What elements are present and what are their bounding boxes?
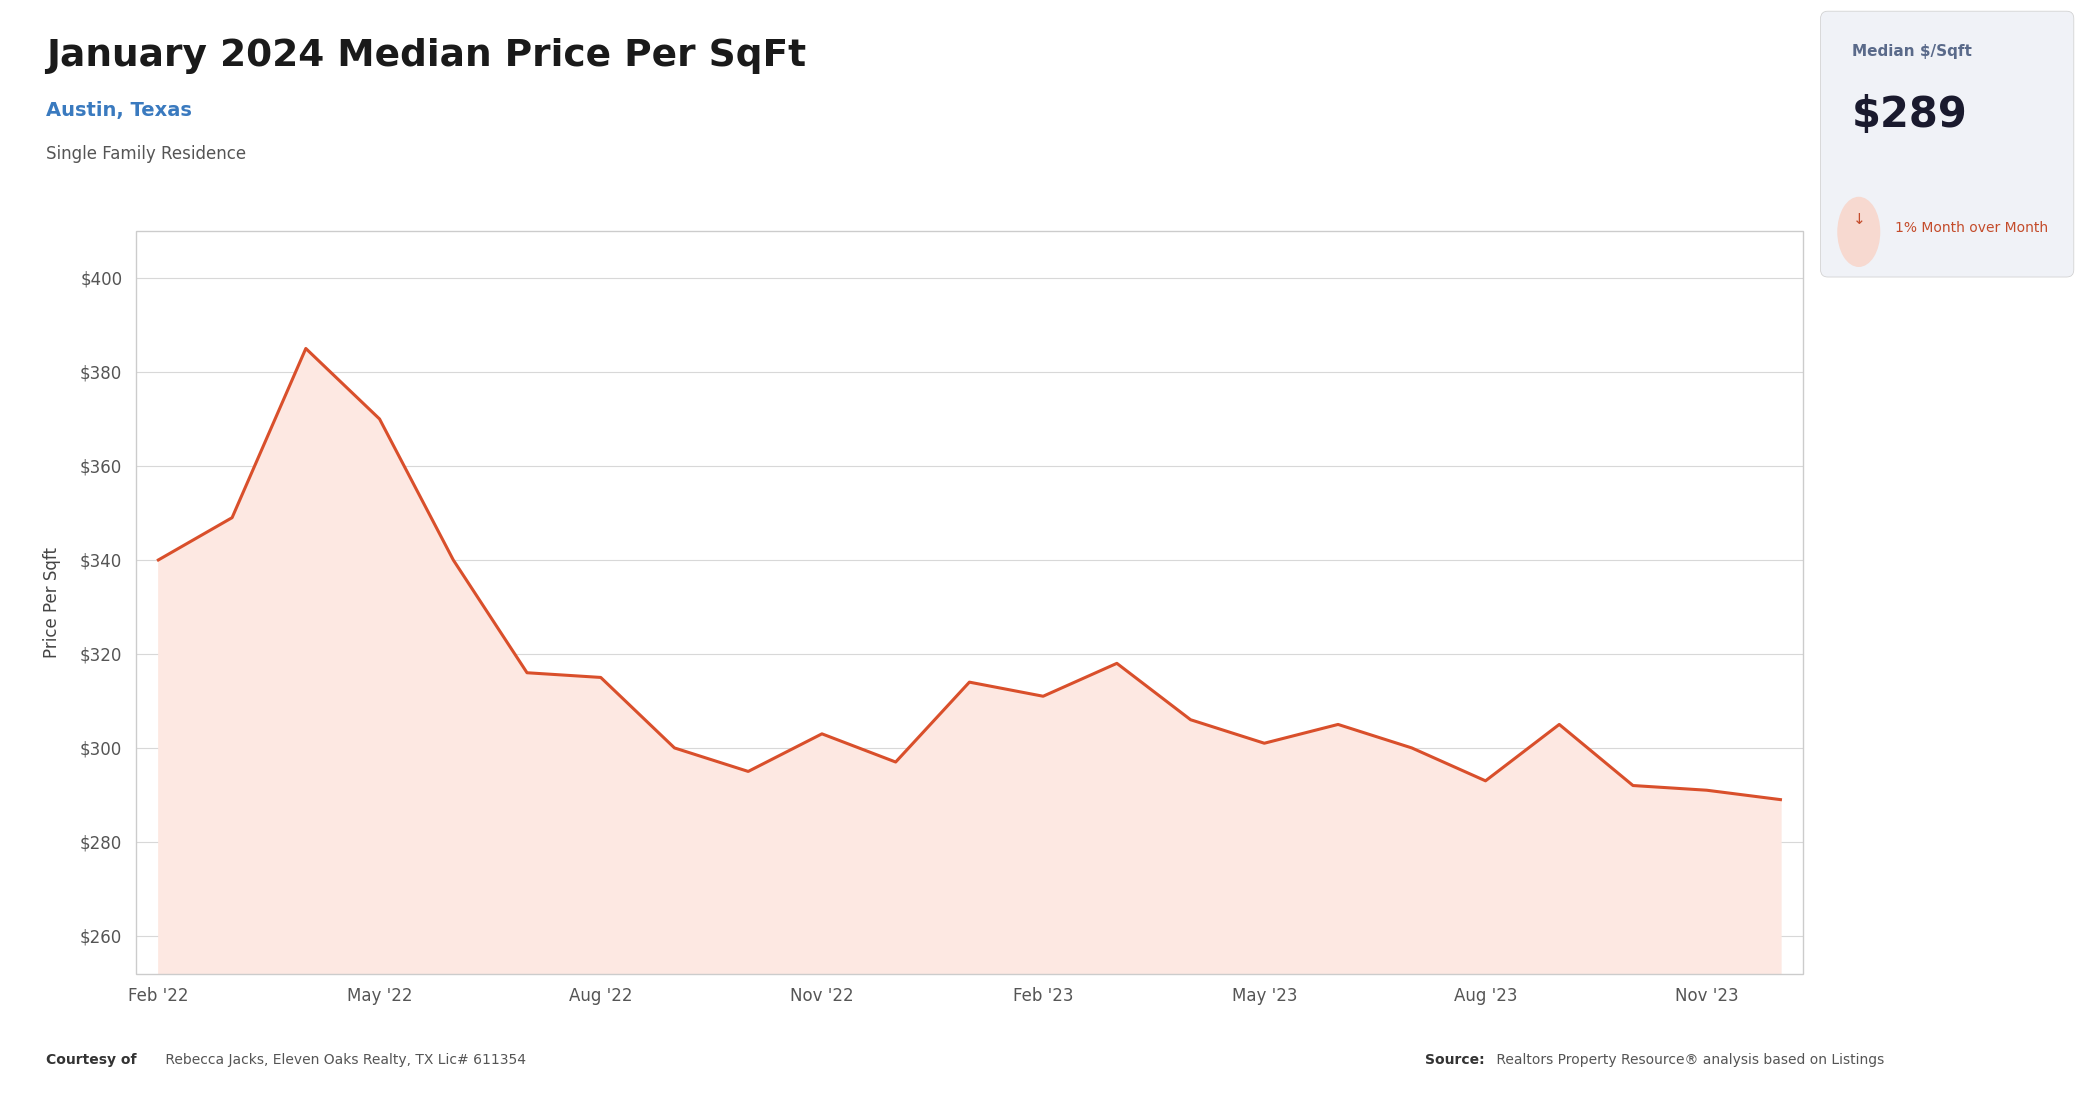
Text: Rebecca Jacks, Eleven Oaks Realty, TX Lic# 611354: Rebecca Jacks, Eleven Oaks Realty, TX Li… <box>161 1053 526 1067</box>
Y-axis label: Price Per Sqft: Price Per Sqft <box>42 547 61 658</box>
Text: Source:: Source: <box>1425 1053 1484 1067</box>
Text: Austin, Texas: Austin, Texas <box>46 101 193 120</box>
Text: January 2024 Median Price Per SqFt: January 2024 Median Price Per SqFt <box>46 39 807 75</box>
FancyBboxPatch shape <box>1821 11 2073 277</box>
Text: Median $/Sqft: Median $/Sqft <box>1851 44 1972 58</box>
Text: 1% Month over Month: 1% Month over Month <box>1895 221 2048 235</box>
Text: Single Family Residence: Single Family Residence <box>46 145 245 163</box>
Text: ↓: ↓ <box>1853 212 1865 227</box>
Text: Courtesy of: Courtesy of <box>46 1053 136 1067</box>
Text: Realtors Property Resource® analysis based on Listings: Realtors Property Resource® analysis bas… <box>1492 1053 1884 1067</box>
Text: $289: $289 <box>1851 94 1968 136</box>
Ellipse shape <box>1838 197 1880 267</box>
